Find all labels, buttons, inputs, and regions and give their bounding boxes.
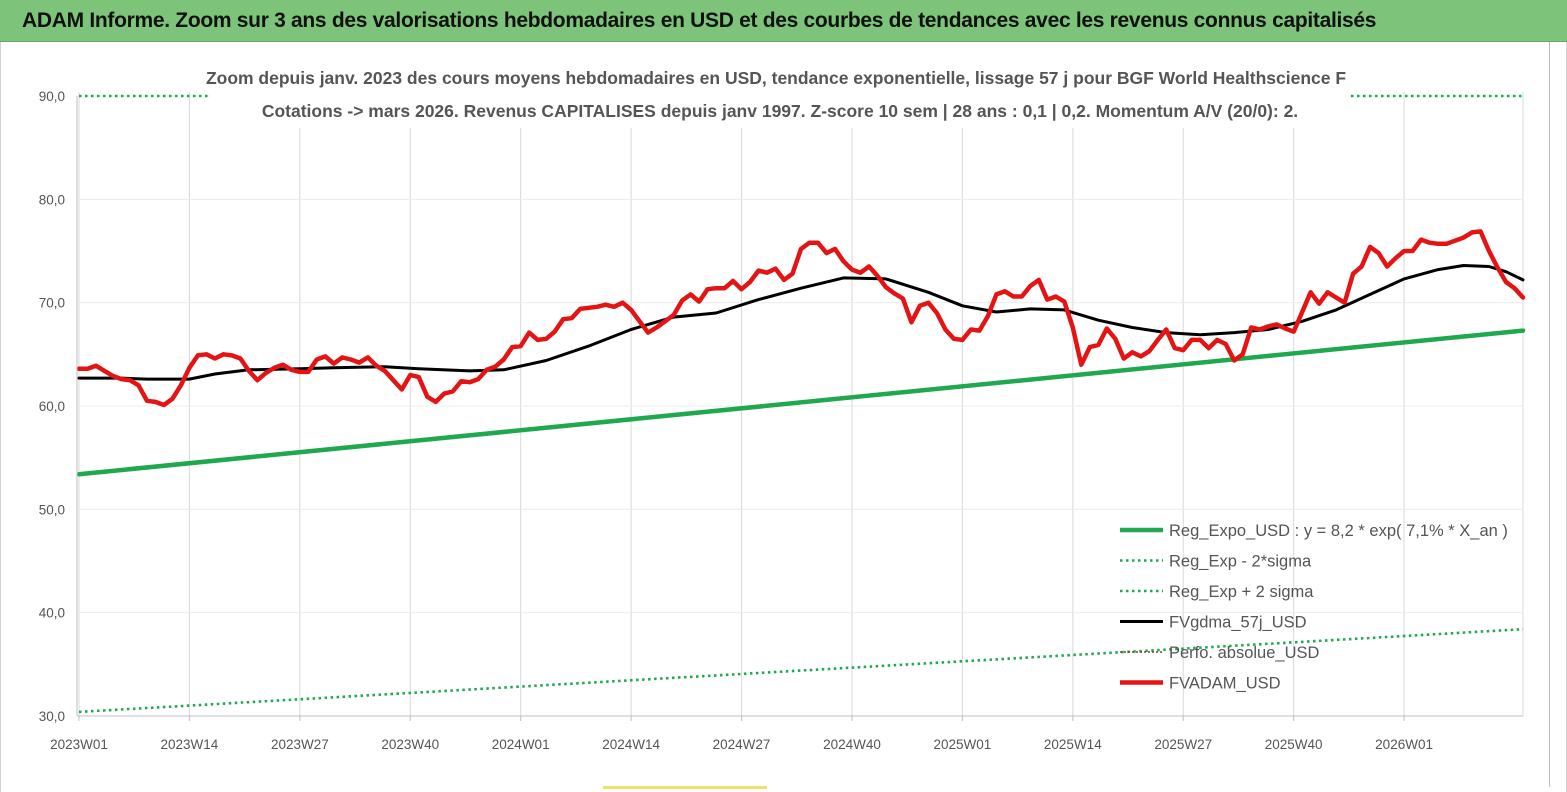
y-tick-label-0: 30,0 — [39, 709, 65, 724]
x-tick-label-1: 2023W14 — [161, 737, 219, 752]
chart-subtitle: Cotations -> mars 2026. Revenus CAPITALI… — [262, 101, 1298, 121]
series-line-1 — [78, 627, 1524, 714]
x-tick-label-11: 2025W40 — [1265, 737, 1323, 752]
chart-title-box: Zoom depuis janv. 2023 des cours moyens … — [206, 60, 1350, 128]
bottom-accent-bar — [603, 786, 767, 789]
legend-label-2: Reg_Exp + 2 sigma — [1169, 583, 1314, 601]
legend-label-5: FVADAM_USD — [1169, 675, 1281, 693]
y-tick-label-5: 80,0 — [39, 192, 65, 207]
legend-label-4: Perfo. absolue_USD — [1169, 644, 1320, 662]
x-tick-label-9: 2025W14 — [1044, 737, 1102, 752]
series-line-0 — [76, 328, 1526, 477]
y-tick-label-3: 60,0 — [39, 399, 65, 414]
report-title: ADAM Informe. Zoom sur 3 ans des valoris… — [22, 9, 1377, 32]
y-axis: 30,0 40,0 50,0 60,0 70,0 80,0 90,0 — [39, 89, 78, 724]
x-tick-label-12: 2026W01 — [1375, 737, 1433, 752]
legend-label-0: Reg_Expo_USD : y = 8,2 * exp( 7,1% * X_a… — [1169, 522, 1508, 540]
legend-label-1: Reg_Exp - 2*sigma — [1169, 553, 1312, 571]
series-line-3 — [77, 264, 1525, 381]
x-tick-label-6: 2024W27 — [713, 737, 771, 752]
chart-legend: Reg_Expo_USD : y = 8,2 * exp( 7,1% * X_a… — [1120, 522, 1508, 693]
legend-label-3: FVgdma_57j_USD — [1169, 614, 1307, 632]
y-tick-label-1: 40,0 — [39, 606, 65, 621]
y-tick-label-2: 50,0 — [39, 502, 65, 517]
report-header: ADAM Informe. Zoom sur 3 ans des valoris… — [0, 0, 1567, 42]
x-tick-label-10: 2025W27 — [1154, 737, 1212, 752]
x-axis: 2023W01 2023W14 2023W27 2023W40 2024W01 2024W… — [50, 715, 1523, 752]
series-line-5 — [76, 229, 1526, 408]
x-tick-label-0: 2023W01 — [50, 737, 108, 752]
chart-grid — [78, 92, 1524, 717]
y-tick-label-6: 90,0 — [39, 89, 65, 104]
x-tick-label-7: 2024W40 — [823, 737, 881, 752]
x-tick-label-8: 2025W01 — [933, 737, 991, 752]
frame-right-border — [1549, 42, 1550, 787]
x-tick-label-2: 2023W27 — [271, 737, 329, 752]
x-tick-label-5: 2024W14 — [602, 737, 660, 752]
y-tick-label-4: 70,0 — [39, 296, 65, 311]
x-tick-label-3: 2023W40 — [381, 737, 439, 752]
x-tick-label-4: 2024W01 — [492, 737, 550, 752]
title-background — [210, 60, 1350, 128]
chart-title: Zoom depuis janv. 2023 des cours moyens … — [206, 68, 1346, 88]
